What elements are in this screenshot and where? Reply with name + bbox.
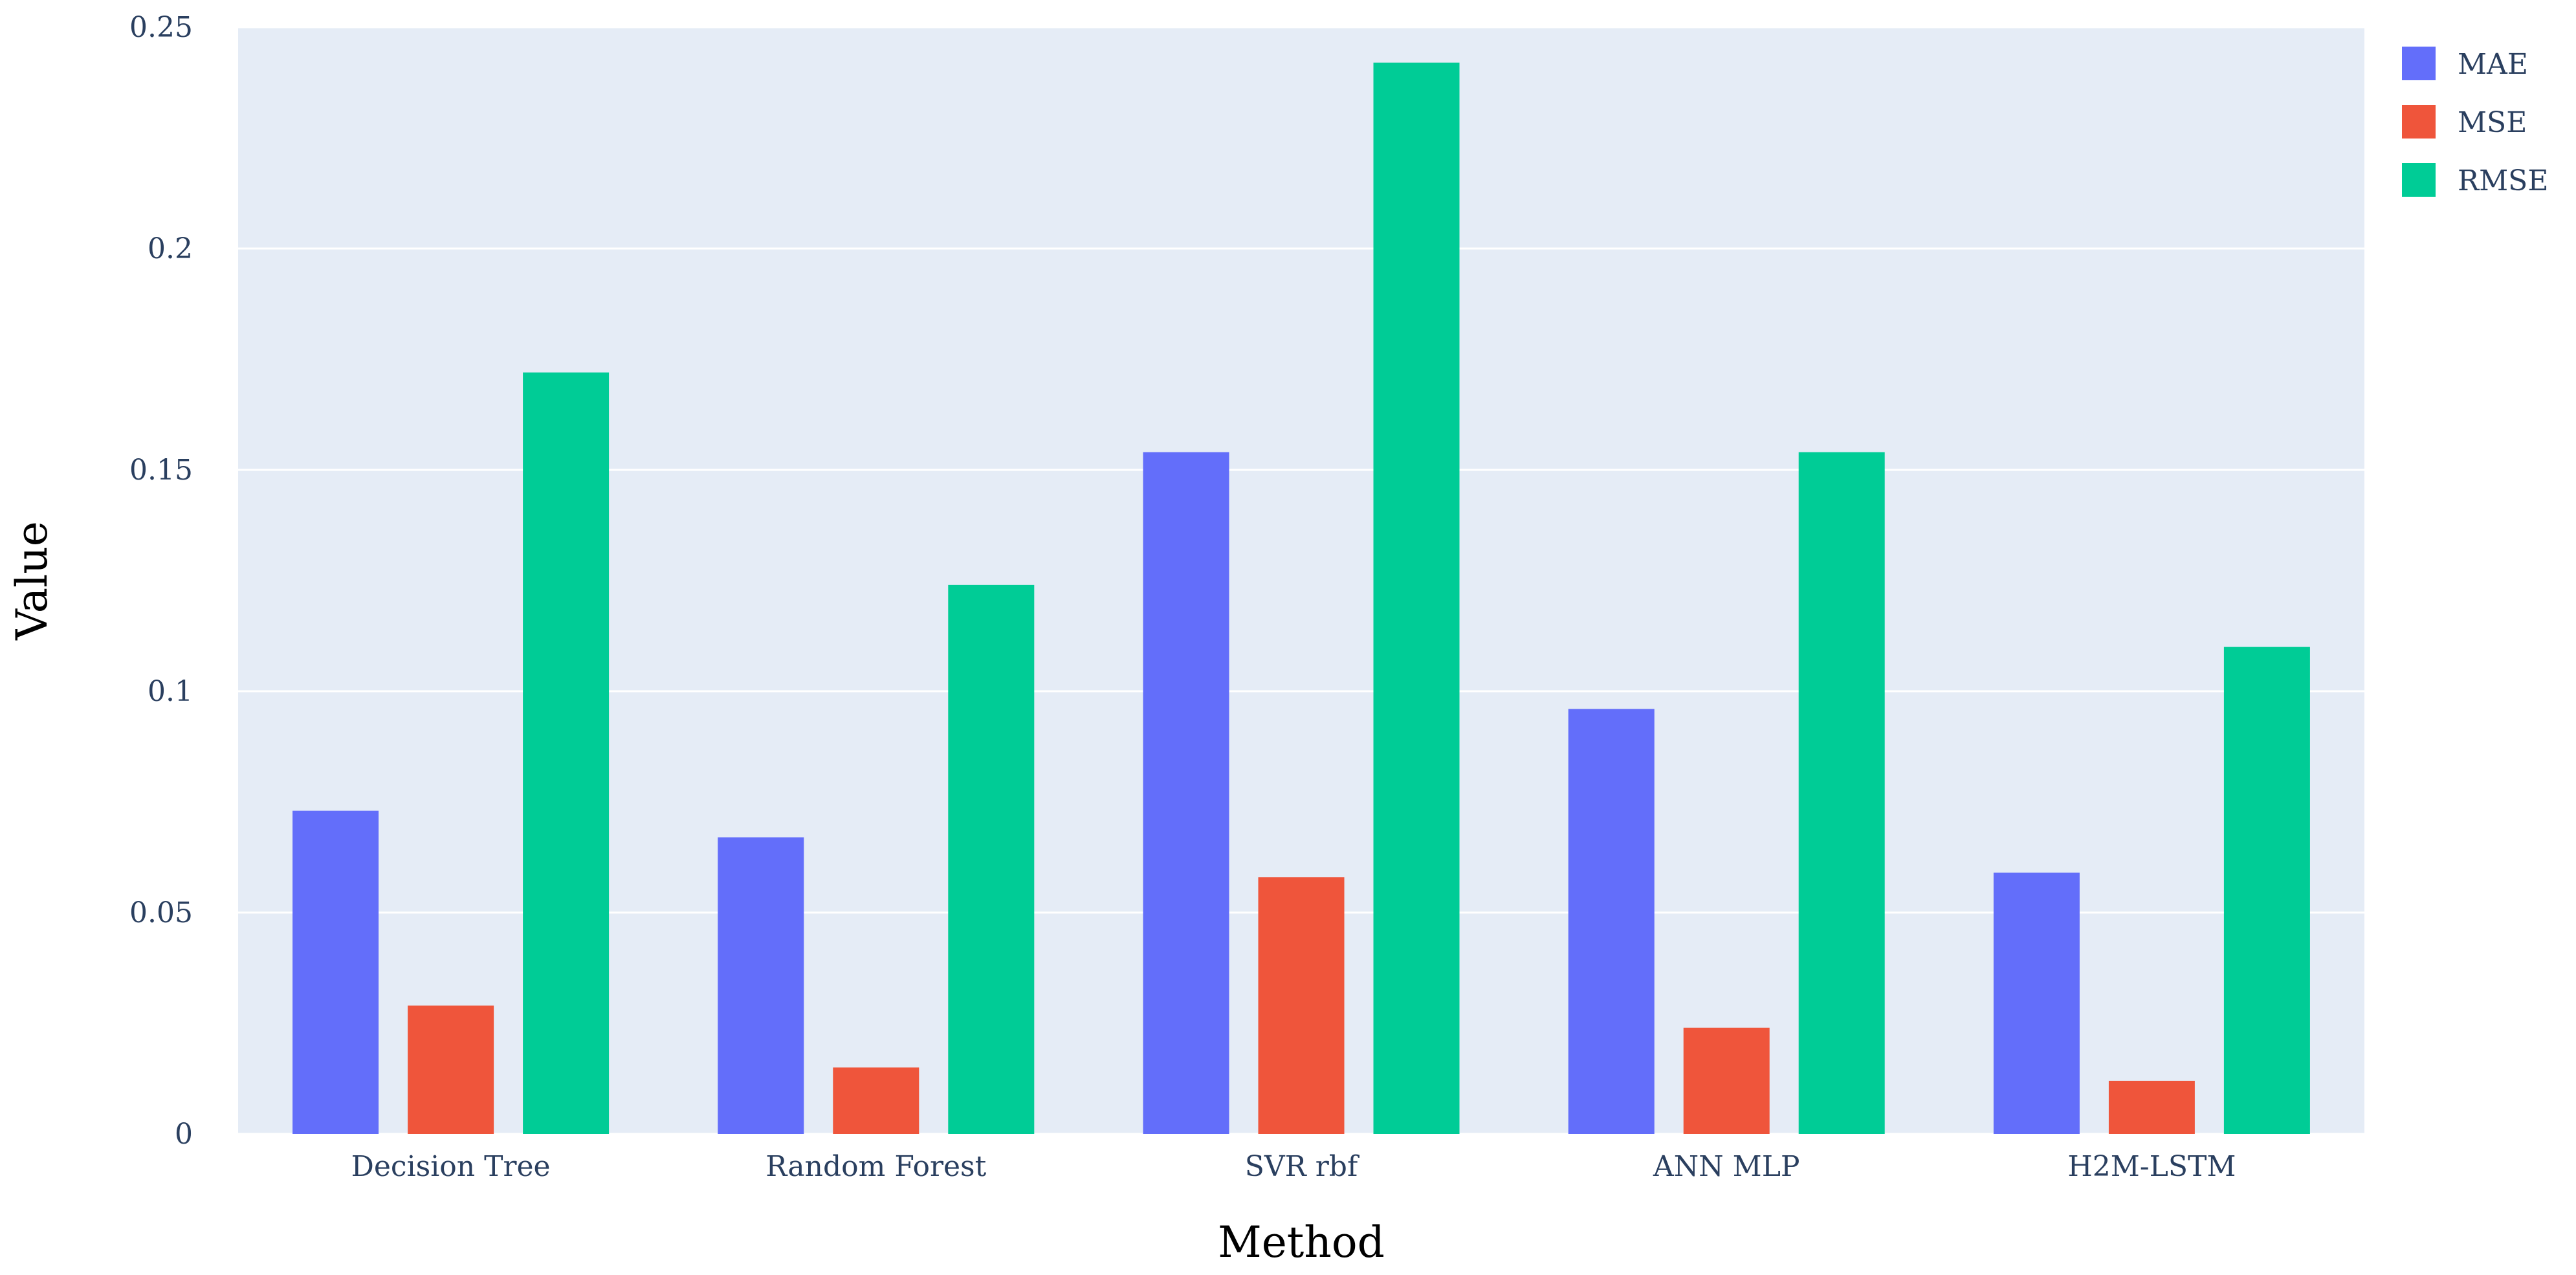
y-tick-label: 0.05 <box>129 896 193 929</box>
bar-rmse-h2m-lstm[interactable] <box>2223 647 2310 1134</box>
bars <box>292 62 2310 1135</box>
x-tick-labels: Decision Tree Random Forest SVR rbf ANN MLP… <box>351 1150 2236 1183</box>
bar-rmse-svr-rbf[interactable] <box>1373 62 1460 1135</box>
y-tick-label: 0.1 <box>148 675 193 708</box>
x-tick-label: Decision Tree <box>351 1150 551 1183</box>
y-axis-title: Value <box>7 521 57 641</box>
legend-swatch-rmse[interactable] <box>2402 163 2436 197</box>
y-tick-label: 0.15 <box>129 454 193 487</box>
legend-label-rmse[interactable]: RMSE <box>2458 164 2548 197</box>
legend-swatch-mse[interactable] <box>2402 105 2436 139</box>
x-tick-label: SVR rbf <box>1245 1150 1360 1183</box>
legend-swatch-mae[interactable] <box>2402 47 2436 80</box>
y-tick-label: 0 <box>175 1118 193 1151</box>
legend-label-mae[interactable]: MAE <box>2458 48 2528 81</box>
y-tick-labels: 0 0.05 0.1 0.15 0.2 0.25 <box>129 11 193 1151</box>
bar-mae-ann-mlp[interactable] <box>1568 709 1655 1134</box>
y-tick-label: 0.25 <box>129 11 193 44</box>
bar-mae-h2m-lstm[interactable] <box>1993 872 2080 1134</box>
legend-label-mse[interactable]: MSE <box>2458 106 2527 139</box>
bar-mse-decision-tree[interactable] <box>408 1005 494 1134</box>
bar-rmse-decision-tree[interactable] <box>523 372 610 1134</box>
y-tick-label: 0.2 <box>148 232 193 265</box>
bar-mae-random-forest[interactable] <box>718 837 804 1134</box>
x-tick-label: ANN MLP <box>1653 1150 1800 1183</box>
x-tick-label: H2M-LSTM <box>2067 1150 2236 1183</box>
bar-rmse-random-forest[interactable] <box>948 584 1035 1134</box>
legend[interactable]: MAE MSE RMSE <box>2402 47 2548 197</box>
bar-mae-svr-rbf[interactable] <box>1143 452 1229 1134</box>
bar-mse-ann-mlp[interactable] <box>1683 1027 1770 1134</box>
bar-mse-random-forest[interactable] <box>833 1067 919 1134</box>
bar-rmse-ann-mlp[interactable] <box>1798 452 1885 1134</box>
bar-mse-h2m-lstm[interactable] <box>2108 1080 2195 1134</box>
bar-mae-decision-tree[interactable] <box>292 810 379 1134</box>
x-tick-label: Random Forest <box>765 1150 986 1183</box>
x-axis-title: Method <box>1218 1217 1385 1267</box>
bar-mse-svr-rbf[interactable] <box>1258 877 1345 1134</box>
